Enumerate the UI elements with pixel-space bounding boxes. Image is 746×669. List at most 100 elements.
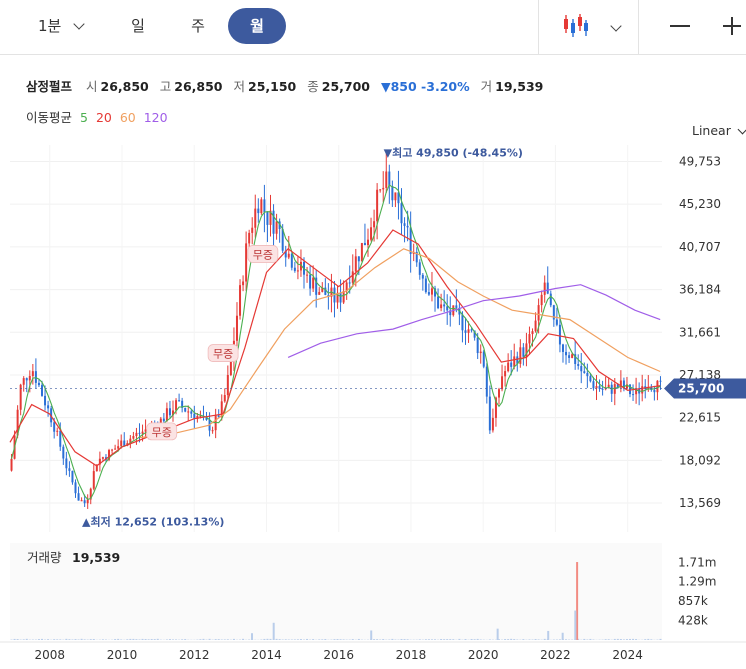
- candle-body: [440, 304, 443, 309]
- volume-bar: [382, 639, 385, 640]
- tab-month[interactable]: 월: [228, 8, 286, 44]
- volume-bar: [504, 639, 507, 640]
- candle-body: [385, 171, 388, 188]
- high-annotation: ▼최고 49,850 (-48.45%): [384, 146, 523, 160]
- candle-body: [296, 270, 299, 272]
- volume-spike: [496, 628, 499, 640]
- candle-body: [138, 432, 141, 434]
- volume-bar: [269, 638, 272, 640]
- tab-day[interactable]: 일: [131, 17, 145, 35]
- candle-body: [324, 287, 327, 295]
- candle-body: [366, 239, 369, 246]
- volume-bar: [141, 638, 144, 640]
- candle-body: [31, 371, 34, 377]
- candle-body: [309, 274, 312, 289]
- volume-bar: [586, 639, 589, 640]
- candle-body: [467, 329, 470, 333]
- volume-bar: [135, 639, 138, 640]
- x-tick-label: 2014: [251, 648, 282, 662]
- volume-bar: [71, 639, 74, 640]
- volume-tick-label: 857k: [678, 594, 708, 608]
- candle-body: [601, 388, 604, 390]
- volume-tick-label: 428k: [678, 614, 708, 628]
- candle-body: [537, 305, 540, 321]
- candle-body: [80, 500, 83, 502]
- candle-body: [409, 227, 412, 254]
- volume-tick-label: 1.71m: [678, 555, 716, 569]
- candle-body: [455, 305, 458, 308]
- candle-body: [607, 384, 610, 389]
- candle-body: [449, 310, 452, 316]
- candle-body: [403, 223, 406, 226]
- volume-bar: [434, 639, 437, 640]
- candle-body: [248, 232, 251, 244]
- rights-issue-badge: [207, 344, 239, 362]
- candle-body: [345, 282, 348, 292]
- candle-body: [534, 320, 537, 332]
- volume-spike: [370, 630, 373, 640]
- toolbar-divider: [538, 0, 539, 54]
- volume-bar: [522, 639, 525, 640]
- low-annotation: ▲최저 12,652 (103.13%): [82, 515, 224, 529]
- candle-body: [162, 418, 165, 422]
- candle-body: [421, 274, 424, 279]
- volume-bar: [150, 639, 153, 640]
- candle-body: [168, 408, 171, 416]
- candle-body: [525, 343, 528, 357]
- tab-week[interactable]: 주: [191, 17, 205, 35]
- volume-bar: [430, 639, 433, 640]
- volume-bar: [589, 638, 592, 640]
- candle-body: [196, 416, 199, 419]
- volume-bar: [537, 639, 540, 640]
- ma-120-line: [287, 284, 661, 358]
- volume-bar: [144, 638, 147, 640]
- chart-toolbar: 1분 일 주 월: [0, 0, 746, 55]
- candle-body: [299, 261, 302, 271]
- y-tick-label: 49,753: [679, 154, 721, 168]
- candle-body: [583, 371, 586, 373]
- interval-dropdown[interactable]: 1분: [38, 8, 108, 44]
- candle-body: [415, 251, 418, 263]
- scale-label: Linear: [692, 123, 731, 138]
- candle-body: [555, 319, 558, 325]
- candle-body: [220, 401, 223, 418]
- low-label: 저: [233, 79, 246, 94]
- candle-body: [266, 212, 269, 225]
- candle-body: [641, 386, 644, 394]
- candle-body: [199, 415, 202, 417]
- volume-bar: [147, 639, 150, 640]
- candle-body: [351, 271, 354, 283]
- current-price-label: 25,700: [678, 382, 724, 396]
- candle-body: [16, 409, 19, 436]
- volume-bar: [449, 639, 452, 640]
- zoom-out-button[interactable]: [660, 10, 700, 44]
- minus-icon: [670, 25, 690, 27]
- volume-bar: [232, 638, 235, 640]
- candle-body: [339, 292, 342, 303]
- volume-bar: [418, 639, 421, 640]
- candlestick-icon: [564, 14, 588, 37]
- candle-body: [178, 400, 181, 402]
- y-tick-label: 27,138: [679, 368, 721, 382]
- candle-body: [254, 208, 257, 228]
- candle-body: [446, 306, 449, 311]
- volume-spike: [547, 630, 550, 640]
- moving-average-legend[interactable]: 이동평균 5 20 60 120: [26, 107, 168, 126]
- volume-bar: [172, 639, 174, 640]
- x-tick-label: 2010: [107, 648, 138, 662]
- scale-dropdown[interactable]: Linear: [692, 123, 746, 138]
- low-value: 25,150: [248, 79, 297, 94]
- candle-body: [19, 384, 22, 410]
- volume-bar: [56, 639, 59, 640]
- candle-body: [226, 374, 229, 396]
- candle-body: [376, 189, 379, 222]
- chart-type-button[interactable]: [556, 8, 628, 44]
- x-tick-label: 2016: [323, 648, 354, 662]
- volume-title: 거래량: [27, 550, 62, 565]
- candle-body: [528, 334, 531, 344]
- zoom-in-button[interactable]: [712, 10, 746, 44]
- volume-bar: [543, 638, 546, 640]
- candle-body: [135, 432, 138, 437]
- candle-body: [40, 385, 43, 396]
